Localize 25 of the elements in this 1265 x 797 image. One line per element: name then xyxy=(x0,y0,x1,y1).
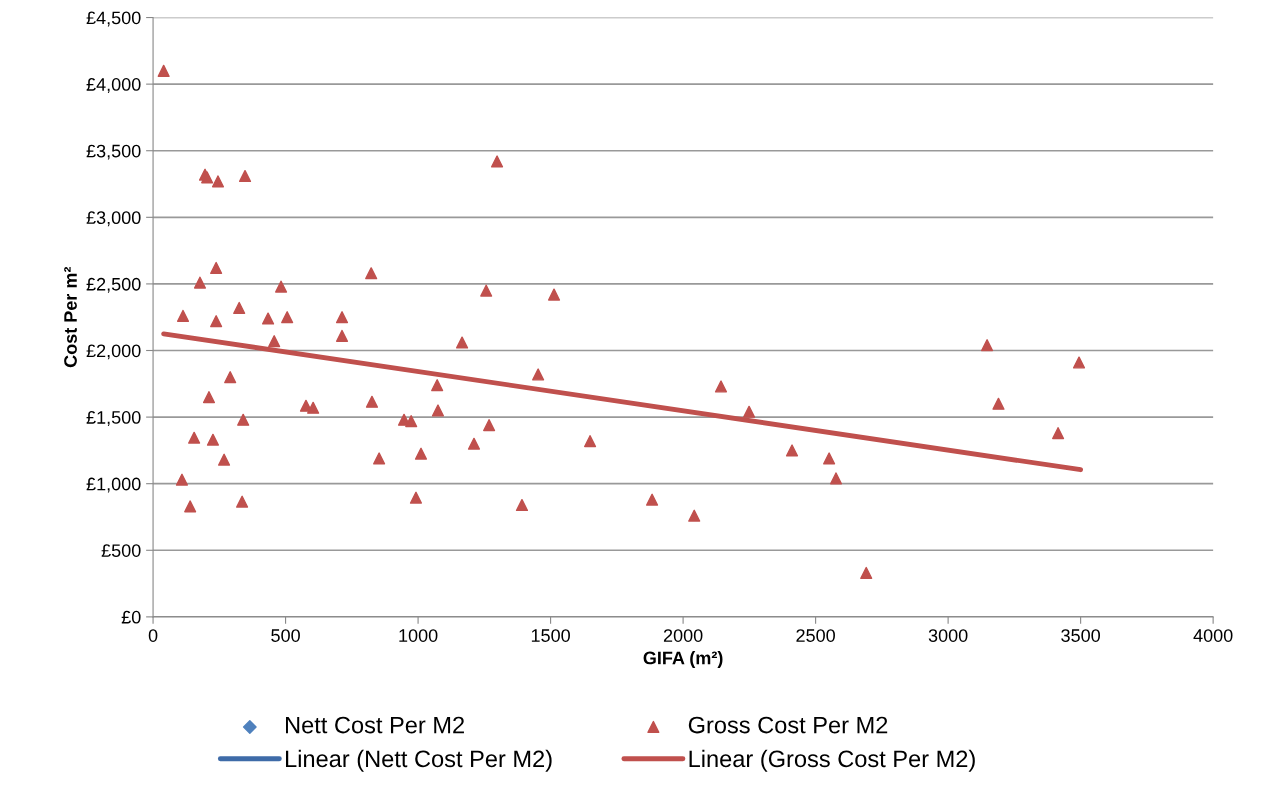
y-tick-label: £0 xyxy=(121,610,141,624)
legend-label: Gross Cost Per M2 xyxy=(688,716,888,734)
y-tick-label: £2,000 xyxy=(86,344,141,360)
legend-label: Linear (Nett Cost Per M2) xyxy=(286,749,552,772)
legend-label: Nett Cost Per M2 xyxy=(286,716,464,734)
x-tick-label: 1500 xyxy=(531,629,570,642)
y-tick-label: £4,500 xyxy=(86,11,141,27)
x-tick-label: 3000 xyxy=(928,629,968,642)
y-tick-label: £3,000 xyxy=(86,211,141,227)
x-tick-label: 4000 xyxy=(1193,629,1233,642)
x-tick-label: 2500 xyxy=(796,629,835,642)
x-axis-title: GIFA (m²) xyxy=(643,651,723,668)
y-tick-label: £500 xyxy=(101,544,141,557)
x-tick-label: 3500 xyxy=(1061,629,1101,642)
legend-label: Linear (Gross Cost Per M2) xyxy=(689,749,975,772)
x-tick-label: 2000 xyxy=(663,629,703,642)
y-tick-label: £3,500 xyxy=(86,144,141,160)
x-tick-label: 1000 xyxy=(399,629,438,642)
x-tick-label: 500 xyxy=(271,629,300,642)
y-axis-title: Cost Per m² xyxy=(64,266,77,368)
y-tick-label: £2,500 xyxy=(86,277,141,293)
y-tick-label: £1,500 xyxy=(86,411,141,426)
y-tick-label: £1,000 xyxy=(86,477,141,493)
x-tick-label: 0 xyxy=(148,629,158,642)
y-tick-label: £4,000 xyxy=(86,78,141,93)
